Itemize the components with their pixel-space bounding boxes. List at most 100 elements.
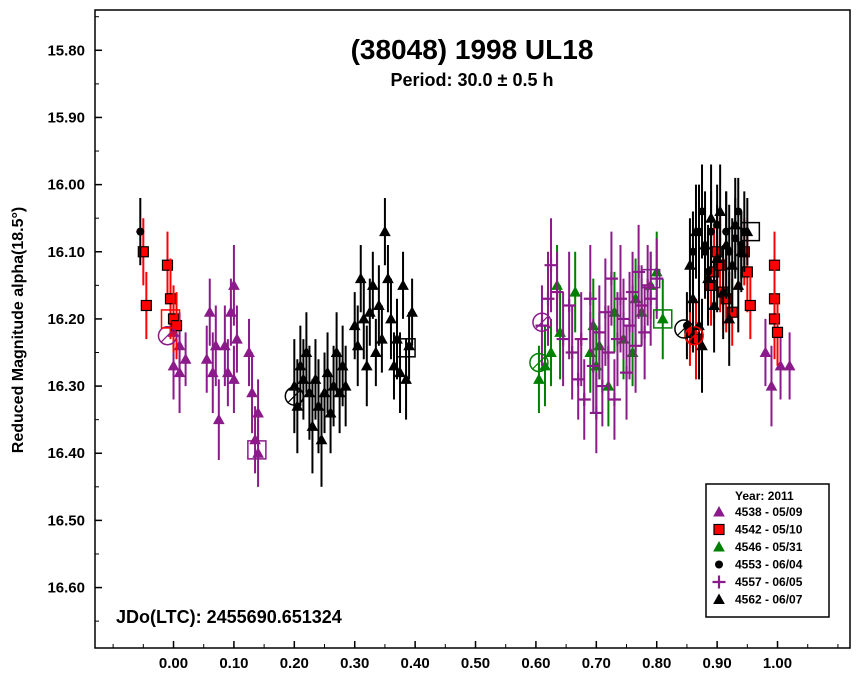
open-circle-marker (529, 352, 549, 373)
data-point (744, 299, 756, 312)
open-circle-slash (532, 356, 546, 370)
data-point (702, 272, 714, 284)
data-point (635, 298, 649, 312)
data-point (741, 225, 754, 237)
y-tick-label: 16.00 (47, 177, 85, 194)
open-circle-marker (157, 325, 178, 346)
data-point (541, 292, 555, 306)
x-tick-label: 0.50 (461, 655, 490, 672)
y-tick-label: 16.40 (47, 445, 85, 462)
series-4557 (535, 218, 664, 454)
data-point (161, 259, 174, 271)
x-tick-label: 0.30 (340, 655, 369, 672)
open-square-marker (247, 440, 267, 460)
data-point (136, 227, 145, 236)
data-point (252, 447, 264, 458)
data-point (565, 346, 579, 360)
data-point (544, 258, 558, 272)
data-point (170, 320, 183, 332)
chart-title: (38048) 1998 UL18 (351, 34, 594, 65)
x-tick-label: 0.70 (582, 655, 611, 672)
chart-subtitle: Period: 30.0 ± 0.5 h (391, 70, 554, 90)
x-tick-label: 1.00 (763, 655, 792, 672)
data-point (357, 312, 370, 324)
data-point (209, 339, 222, 351)
data-point (376, 333, 388, 344)
legend-marker (713, 593, 725, 604)
data-point (720, 239, 733, 250)
legend-entries: 4538 - 05/09 4542 - 05/10 4546 - 05/31 4553… (712, 505, 803, 607)
data-point (164, 293, 177, 305)
data-point (351, 339, 364, 351)
data-point (562, 298, 576, 312)
data-point (623, 319, 637, 333)
data-point (607, 393, 621, 407)
y-tick-label: 16.30 (47, 378, 85, 395)
data-point (339, 380, 352, 391)
data-point (656, 312, 669, 324)
data-point (771, 326, 784, 338)
data-point (734, 207, 743, 216)
data-point (690, 225, 702, 237)
data-point (601, 346, 615, 360)
open-circle-slash (161, 329, 174, 343)
data-point (725, 247, 734, 256)
data-point (644, 292, 658, 306)
data-point (569, 286, 582, 297)
data-point (598, 305, 612, 319)
data-point (577, 393, 591, 407)
data-point (583, 292, 597, 306)
data-point (574, 332, 588, 346)
data-marks (136, 164, 796, 487)
data-point (228, 373, 240, 384)
data-point (203, 306, 216, 317)
data-point (610, 332, 624, 346)
data-point (768, 313, 781, 325)
data-point (729, 218, 742, 230)
data-point (360, 359, 373, 371)
data-point (179, 353, 192, 364)
data-point (632, 265, 646, 279)
data-point (140, 299, 152, 312)
y-axis-label: Reduced Magnitude alpha(18.5°) (10, 207, 27, 453)
legend-label: 4538 - 05/09 (735, 505, 803, 519)
data-point (613, 292, 627, 306)
data-point (638, 325, 652, 339)
open-square-marker (640, 268, 661, 289)
legend-title: Year: 2011 (735, 489, 794, 503)
open-circle-marker (532, 312, 552, 333)
data-point (315, 433, 328, 445)
data-point (714, 205, 726, 216)
open-circle-marker (674, 319, 694, 339)
data-point (394, 366, 406, 378)
data-point (592, 325, 606, 339)
data-point (650, 272, 664, 286)
data-point (723, 312, 736, 324)
data-point (626, 285, 640, 299)
open-circle-marker (284, 386, 305, 406)
data-point (696, 339, 708, 351)
x-tick-label: 0.40 (401, 655, 430, 672)
legend: Year: 2011 4538 - 05/09 4542 - 05/10 4546 … (705, 483, 830, 618)
y-tick-label: 16.60 (47, 580, 85, 597)
legend-box (705, 483, 830, 618)
legend-marker (712, 575, 726, 589)
data-point (370, 346, 382, 358)
data-point (595, 379, 609, 393)
legend-label: 4553 - 06/04 (735, 558, 803, 572)
data-point (167, 359, 180, 371)
open-circle-slash (287, 389, 301, 403)
data-point (741, 266, 753, 278)
data-point (533, 373, 545, 384)
legend-label: 4562 - 06/07 (735, 593, 803, 607)
data-point (137, 246, 149, 258)
data-point (705, 212, 717, 223)
epoch-annotation: JDo(LTC): 2455690.651324 (116, 607, 342, 627)
open-square-marker (160, 309, 181, 329)
data-point (306, 420, 319, 431)
legend-label: 4546 - 05/31 (735, 540, 803, 554)
legend-label: 4557 - 06/05 (735, 575, 803, 589)
data-point (641, 278, 655, 292)
data-point (212, 413, 225, 425)
data-point (620, 366, 634, 380)
